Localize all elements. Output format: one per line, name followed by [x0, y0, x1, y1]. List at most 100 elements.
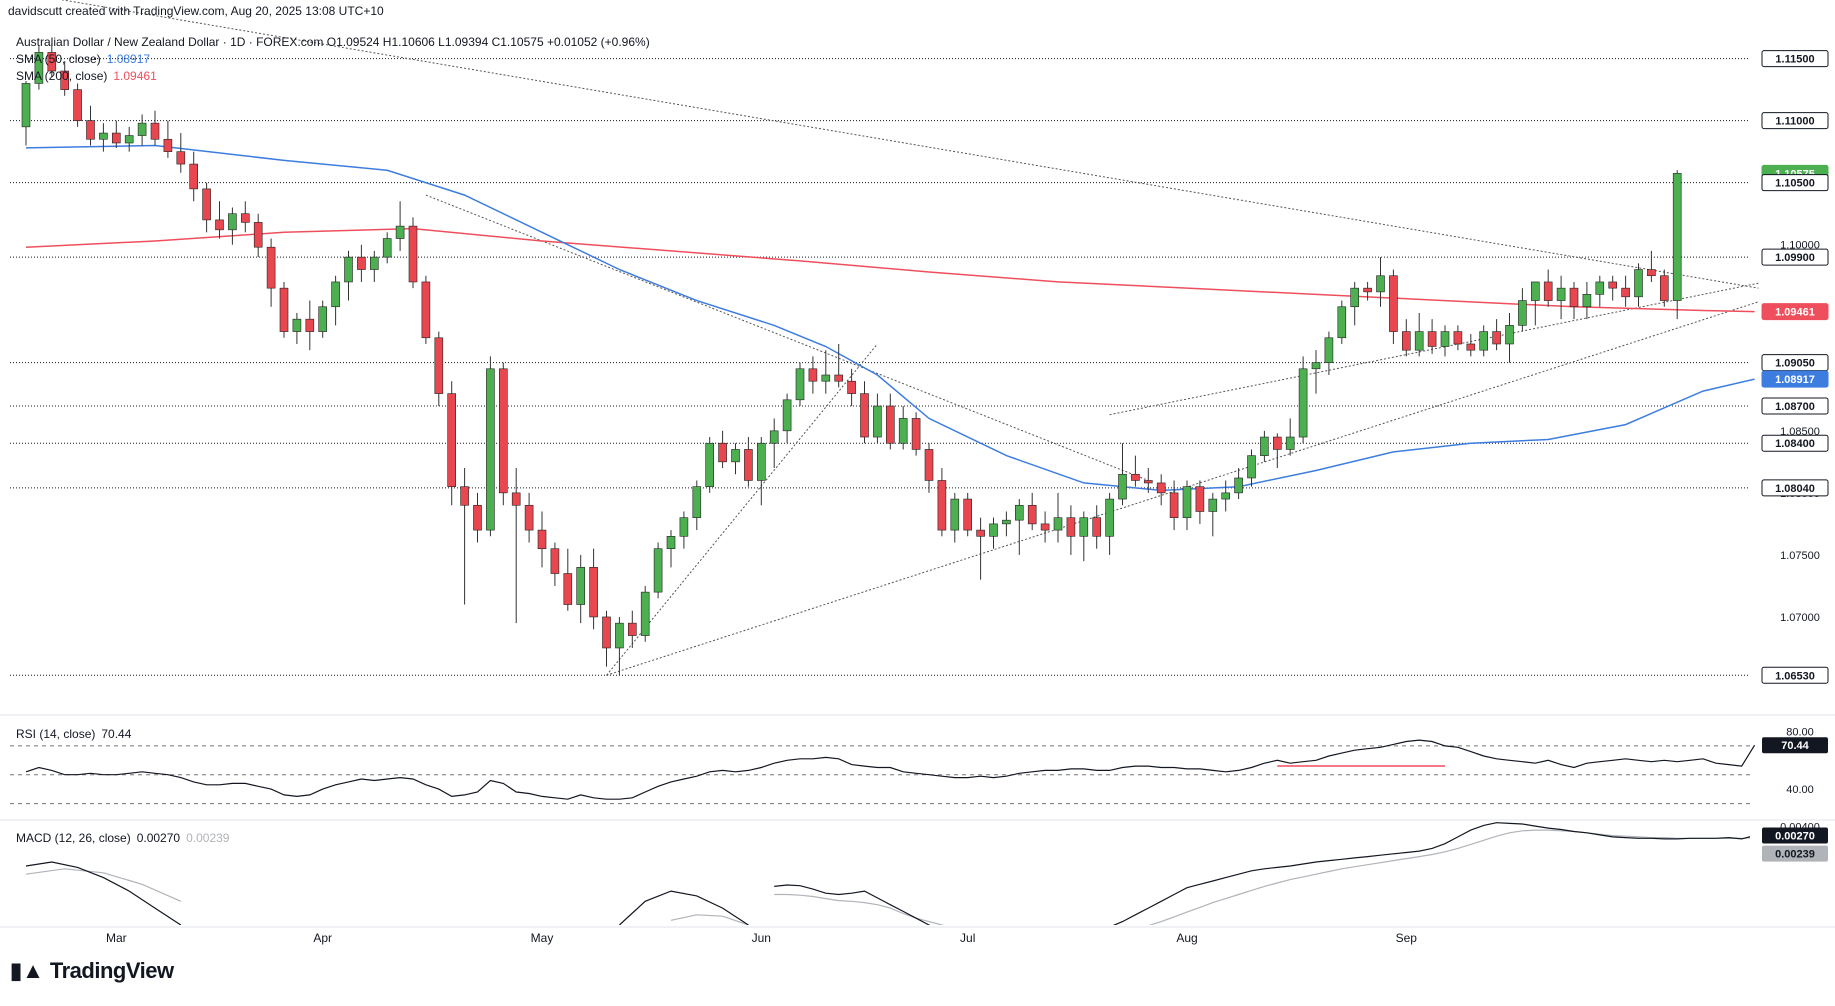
macd-group	[25, 822, 1750, 925]
candle-down	[1066, 517, 1076, 537]
macd-signal-tag	[1762, 845, 1828, 862]
time-axis-label: Sep	[1396, 931, 1418, 945]
candle-up	[1311, 362, 1321, 370]
candle-down	[563, 573, 573, 605]
candle-down	[1543, 281, 1553, 301]
candle-down	[924, 449, 934, 481]
rsi-legend[interactable]: RSI (14, close) 70.44	[16, 727, 131, 741]
candle-down	[1402, 331, 1411, 351]
candle-up	[1014, 504, 1024, 521]
candle-down	[1608, 281, 1617, 289]
price-tag	[1761, 370, 1829, 388]
candle-up	[795, 368, 805, 401]
price-tag	[1761, 112, 1829, 130]
candle-down	[1040, 523, 1050, 531]
macd-legend[interactable]: MACD (12, 26, close) 0.00270 0.00239	[16, 831, 229, 845]
tradingview-logo-icon: ▮▲	[10, 958, 44, 983]
candle-down	[176, 151, 186, 165]
candle-down	[498, 368, 508, 494]
candle-up	[756, 442, 766, 481]
trendline	[1109, 282, 1759, 416]
sma50-legend-value: 1.08917	[106, 52, 151, 66]
price-tag-label: 1.08400	[1775, 438, 1815, 450]
candle-up	[731, 449, 740, 463]
tradingview-footer[interactable]: ▮▲ TradingView	[10, 958, 174, 984]
time-axis-label: Apr	[313, 931, 332, 945]
price-tag	[1761, 397, 1829, 415]
price-tag-label: 1.08917	[1775, 374, 1815, 386]
candle-up	[1350, 287, 1359, 308]
candle-down	[421, 281, 431, 339]
rsi-axis-label: 40.00	[1786, 784, 1814, 796]
candle-down	[834, 374, 844, 382]
candle-down	[1156, 482, 1166, 494]
candle-up	[292, 318, 302, 332]
candle-down	[1195, 486, 1205, 512]
candle-down	[589, 567, 598, 618]
candle-down	[202, 188, 211, 221]
candle-down	[73, 89, 82, 121]
macd-value-tag-label: 0.00270	[1775, 831, 1815, 843]
price-tag-label: 1.08700	[1775, 401, 1815, 413]
candle-down	[163, 138, 173, 152]
price-tag-label: 1.11500	[1775, 54, 1814, 66]
price-tag	[1761, 666, 1829, 684]
candle-up	[1247, 455, 1256, 479]
candle-up	[950, 498, 960, 531]
candle-down	[511, 492, 521, 506]
price-tag	[1761, 303, 1829, 321]
candle-down	[150, 122, 160, 140]
candle-up	[1414, 331, 1424, 351]
candle-up	[1182, 486, 1192, 518]
candle-down	[1131, 473, 1140, 481]
candle-down	[744, 449, 753, 481]
candle-down	[627, 622, 637, 636]
macd-signal-line	[774, 829, 1750, 925]
rsi-line	[25, 739, 1756, 800]
candle-up	[615, 622, 624, 649]
candle-up	[1298, 368, 1308, 438]
sma50-line	[25, 144, 1755, 492]
candle-down	[189, 163, 198, 190]
trendline	[606, 343, 878, 676]
candle-down	[47, 52, 57, 72]
candle-down	[885, 405, 895, 444]
candle-up	[1208, 498, 1218, 512]
price-axis-label: 1.07500	[1780, 550, 1820, 562]
candle-up	[369, 256, 379, 270]
candle-up	[1595, 281, 1605, 295]
candle-down	[537, 529, 547, 550]
candle-down	[911, 418, 921, 450]
price-axis-label: 1.07000	[1780, 612, 1820, 624]
candle-up	[1479, 331, 1488, 351]
candle-up	[782, 399, 792, 432]
price-tag	[1761, 354, 1829, 372]
price-tag-label: 1.09461	[1775, 307, 1815, 319]
candle-down	[808, 368, 818, 382]
candle-up	[137, 122, 147, 136]
candle-down	[963, 498, 973, 531]
candle-up	[1079, 517, 1089, 537]
candles-group	[21, 43, 1682, 676]
candle-down	[60, 70, 70, 90]
candle-up	[1105, 498, 1114, 537]
sma50-legend[interactable]: SMA (50, close) 1.08917	[16, 52, 150, 66]
candle-down	[112, 132, 121, 144]
candle-up	[1582, 294, 1592, 308]
candle-up	[1376, 275, 1385, 293]
price-tag-label: 1.11000	[1775, 116, 1814, 128]
candle-down	[1169, 492, 1179, 518]
candle-up	[382, 238, 392, 258]
rsi-value-tag-label: 70.44	[1781, 740, 1809, 752]
candle-up	[576, 567, 586, 605]
candle-down	[976, 529, 985, 537]
sma200-legend-label: SMA (200, close)	[16, 69, 108, 83]
candle-down	[1453, 331, 1463, 345]
sma200-legend[interactable]: SMA (200, close) 1.09461	[16, 69, 157, 83]
candle-down	[860, 393, 869, 438]
symbol-legend: Australian Dollar / New Zealand Dollar ·…	[16, 35, 650, 49]
candle-down	[434, 337, 444, 394]
candle-up	[692, 486, 702, 518]
candle-up	[1221, 492, 1230, 500]
